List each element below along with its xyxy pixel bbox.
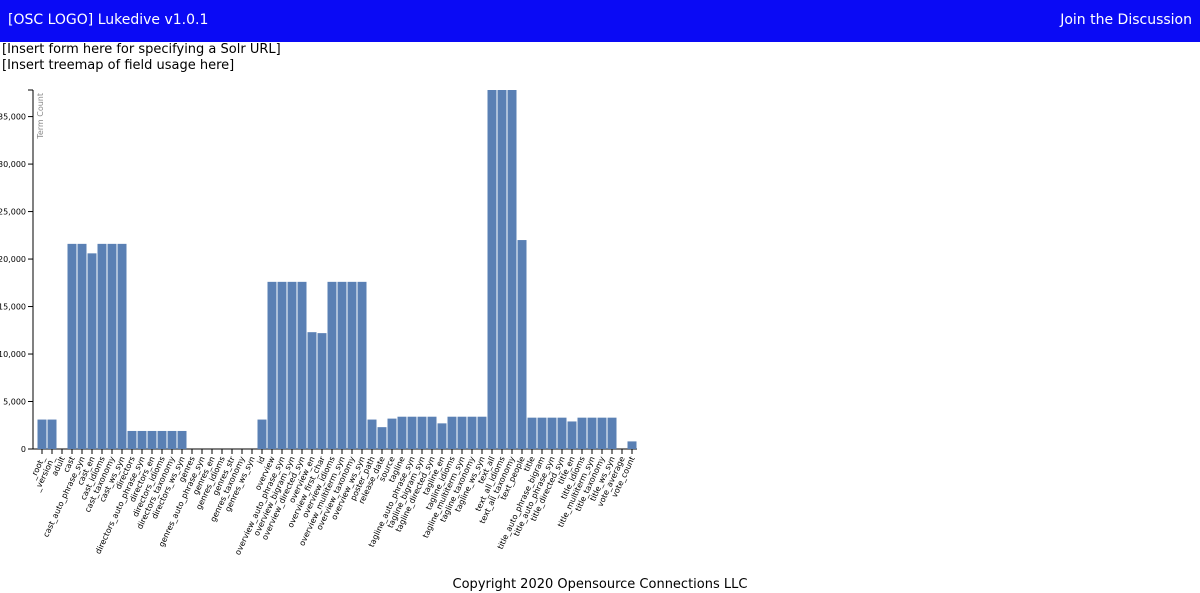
bar	[527, 417, 537, 449]
bar	[487, 90, 497, 449]
bar	[597, 417, 607, 449]
placeholder-text: [Insert form here for specifying a Solr …	[2, 42, 281, 57]
bar	[397, 416, 407, 449]
bar	[567, 421, 577, 449]
bar	[287, 281, 297, 449]
bar	[517, 240, 527, 449]
bar	[447, 416, 457, 449]
bar	[367, 419, 377, 449]
y-tick-label: 0	[21, 445, 26, 454]
y-tick-label: 30,000	[0, 160, 26, 169]
placeholder-text: [Insert treemap of field usage here]	[2, 58, 235, 73]
bar	[437, 423, 447, 449]
footer: Copyright 2020 Opensource Connections LL…	[452, 577, 748, 592]
y-tick-label: 25,000	[0, 208, 26, 217]
bar	[67, 243, 77, 449]
y-tick-label: 15,000	[0, 303, 26, 312]
discussion-link[interactable]: Join the Discussion	[1060, 12, 1192, 28]
bar	[97, 243, 107, 449]
bar	[427, 416, 437, 449]
bar	[557, 417, 567, 449]
header: [OSC LOGO] Lukedive v1.0.1 Join the Disc…	[0, 0, 1200, 42]
bar	[507, 90, 517, 449]
bar	[357, 281, 367, 449]
bar	[327, 281, 337, 449]
bar	[147, 430, 157, 449]
bar	[627, 441, 637, 449]
y-tick-label: 35,000	[0, 113, 26, 122]
bar	[477, 416, 487, 449]
bar	[377, 427, 387, 449]
bar	[547, 417, 557, 449]
bar	[387, 418, 397, 449]
bar	[117, 243, 127, 449]
bar	[497, 90, 507, 449]
bar	[167, 430, 177, 449]
bar	[87, 253, 97, 449]
bar	[177, 430, 187, 449]
y-tick-label: 20,000	[0, 255, 26, 264]
bar	[537, 417, 547, 449]
bar	[127, 430, 137, 449]
bar	[577, 417, 587, 449]
y-tick-label: 10,000	[0, 350, 26, 359]
bar	[267, 281, 277, 449]
bar	[467, 416, 477, 449]
bar	[407, 416, 417, 449]
bar	[277, 281, 287, 449]
bar	[157, 430, 167, 449]
bar	[47, 419, 57, 449]
bar	[297, 281, 307, 449]
bar	[107, 243, 117, 449]
bar	[347, 281, 357, 449]
bar	[417, 416, 427, 449]
y-axis-label: Term Count	[36, 93, 45, 140]
bar	[77, 243, 87, 449]
y-tick-label: 5,000	[3, 398, 26, 407]
x-tick-label: id	[256, 455, 267, 465]
bar	[137, 430, 147, 449]
bar	[317, 333, 327, 449]
bar	[607, 417, 617, 449]
bar	[457, 416, 467, 449]
app-title: [OSC LOGO] Lukedive v1.0.1	[8, 12, 209, 28]
chart: Term Count 0 5,000 10,000 15,000 20,000 25,000…	[0, 89, 637, 556]
bar	[307, 332, 317, 449]
bar	[37, 419, 47, 449]
bar	[257, 419, 267, 449]
bar	[587, 417, 597, 449]
bar	[337, 281, 347, 449]
